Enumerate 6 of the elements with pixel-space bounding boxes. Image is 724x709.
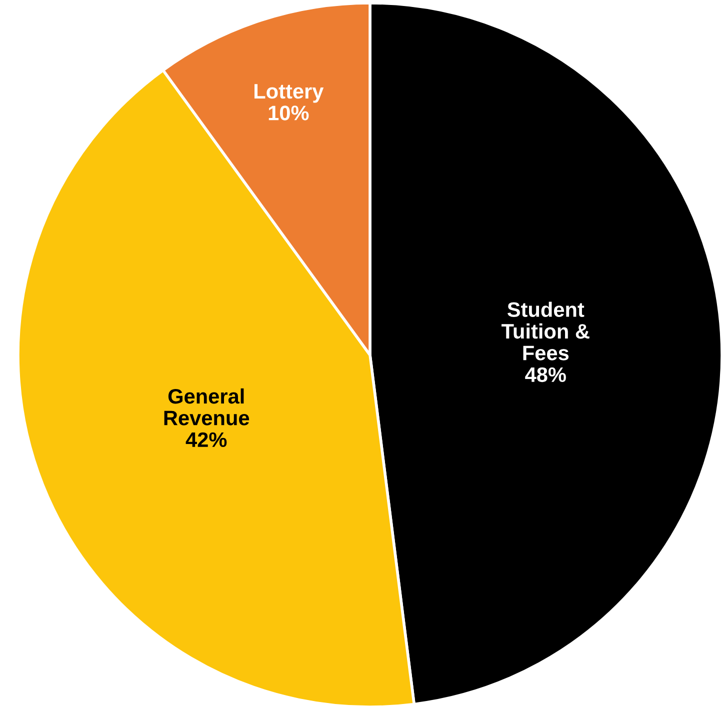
data-label: 48% [525, 367, 566, 382]
slice-label: General Revenue [164, 388, 250, 426]
data-label: 10% [268, 106, 309, 120]
slice-label: Lottery [254, 84, 324, 103]
data-label: 42% [186, 432, 227, 448]
slice-label: Student Tuition & Fees [502, 302, 590, 360]
